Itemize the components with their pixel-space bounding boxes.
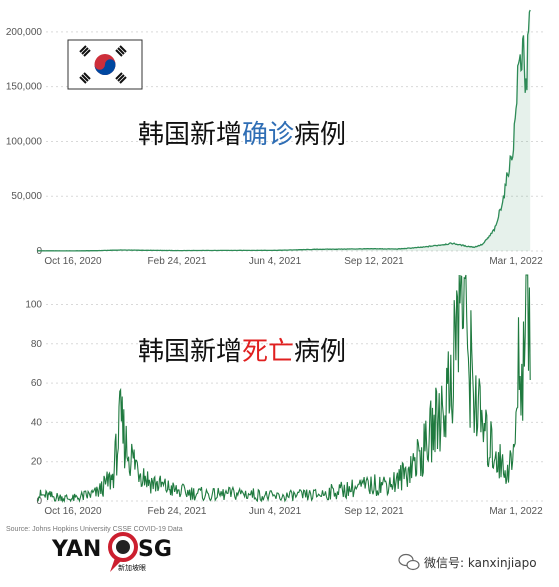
confirmed-y-tick-label: 150,000 bbox=[6, 82, 43, 93]
confirmed-x-tick-label: Feb 24, 2021 bbox=[148, 256, 207, 267]
confirmed-x-tick-label: Oct 16, 2020 bbox=[44, 256, 102, 267]
wechat-icon bbox=[398, 553, 420, 571]
deaths-title: 韩国新增死亡病例 bbox=[138, 337, 346, 367]
deaths-title-highlight: 死亡 bbox=[242, 337, 294, 367]
confirmed-grid bbox=[46, 31, 545, 252]
confirmed-y-tick-label: 0 bbox=[36, 246, 42, 257]
deaths-y-tick-label: 0 bbox=[36, 496, 42, 507]
deaths-x-tick-label: Sep 12, 2021 bbox=[344, 506, 404, 517]
confirmed-title-highlight: 确诊 bbox=[242, 120, 294, 150]
deaths-line bbox=[37, 274, 531, 504]
south-korea-flag-icon bbox=[67, 39, 143, 90]
deaths-x-axis: Oct 16, 2020 Feb 24, 2021 Jun 4, 2021 Sep 1… bbox=[44, 506, 543, 517]
confirmed-title-prefix: 韩国新增 bbox=[138, 120, 242, 150]
confirmed-y-tick-label: 200,000 bbox=[6, 27, 43, 38]
deaths-title-suffix: 病例 bbox=[294, 337, 346, 367]
logo-left: YAN bbox=[51, 537, 101, 562]
wechat-id: 微信号: kanxinjiapo bbox=[424, 556, 537, 570]
deaths-x-tick-label: Oct 16, 2020 bbox=[44, 506, 102, 517]
wechat-footer: 微信号: kanxinjiapo bbox=[398, 553, 537, 571]
deaths-y-tick-label: 20 bbox=[31, 457, 43, 468]
deaths-y-tick-label: 80 bbox=[31, 339, 43, 350]
deaths-chart: 0 20 40 60 80 100 Oct 16, 2020 Feb 24, 2021 Jun… bbox=[25, 274, 545, 517]
logo-lion-icon bbox=[108, 532, 138, 572]
deaths-title-prefix: 韩国新增 bbox=[138, 337, 242, 367]
yanosg-logo: YAN SG 新加坡眼 bbox=[51, 532, 172, 572]
confirmed-title: 韩国新增确诊病例 bbox=[138, 120, 346, 150]
deaths-y-axis: 0 20 40 60 80 100 bbox=[25, 299, 42, 507]
deaths-x-tick-label: Mar 1, 2022 bbox=[489, 506, 543, 517]
confirmed-y-axis: 0 50,000 100,000 150,000 200,000 bbox=[6, 27, 43, 257]
deaths-x-tick-label: Jun 4, 2021 bbox=[249, 506, 302, 517]
confirmed-y-tick-label: 100,000 bbox=[6, 136, 43, 147]
logo-right: SG bbox=[138, 537, 172, 562]
confirmed-x-tick-label: Sep 12, 2021 bbox=[344, 256, 404, 267]
confirmed-cases-chart: 0 50,000 100,000 150,000 200,000 Oct 16, 202… bbox=[6, 9, 545, 267]
confirmed-y-tick-label: 50,000 bbox=[11, 191, 42, 202]
deaths-y-tick-label: 100 bbox=[25, 299, 42, 310]
confirmed-line bbox=[37, 9, 531, 252]
confirmed-title-suffix: 病例 bbox=[294, 120, 346, 150]
confirmed-x-axis: Oct 16, 2020 Feb 24, 2021 Jun 4, 2021 Sep 1… bbox=[44, 256, 543, 267]
confirmed-x-tick-label: Jun 4, 2021 bbox=[249, 256, 302, 267]
source-note: Source: Johns Hopkins University CSSE CO… bbox=[6, 526, 183, 533]
logo-subtitle: 新加坡眼 bbox=[118, 563, 146, 572]
deaths-x-tick-label: Feb 24, 2021 bbox=[148, 506, 207, 517]
deaths-y-tick-label: 40 bbox=[31, 417, 43, 428]
deaths-y-tick-label: 60 bbox=[31, 378, 43, 389]
confirmed-x-tick-label: Mar 1, 2022 bbox=[489, 256, 543, 267]
